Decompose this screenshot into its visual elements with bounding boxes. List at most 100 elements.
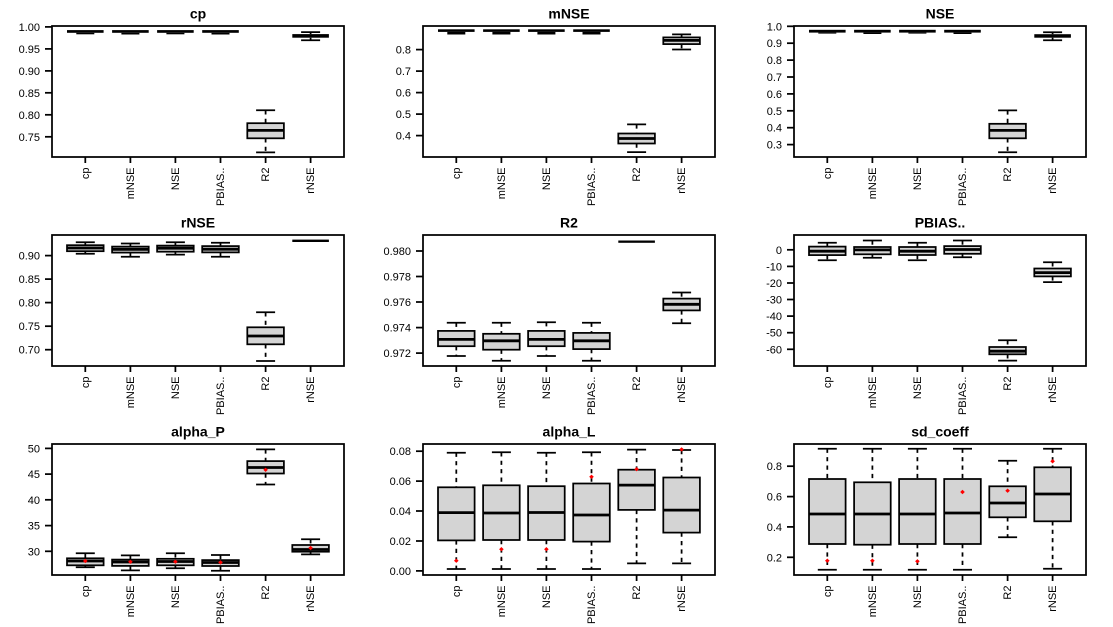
svg-text:mNSE: mNSE bbox=[125, 168, 137, 200]
svg-text:cp: cp bbox=[80, 586, 92, 598]
svg-text:0.8: 0.8 bbox=[396, 45, 411, 57]
svg-text:NSE: NSE bbox=[541, 377, 553, 400]
svg-text:0.06: 0.06 bbox=[390, 476, 411, 488]
svg-text:0.70: 0.70 bbox=[19, 345, 40, 357]
svg-text:0.90: 0.90 bbox=[19, 251, 40, 263]
svg-text:0.9: 0.9 bbox=[767, 38, 782, 50]
svg-text:rNSE: rNSE bbox=[1047, 377, 1059, 403]
svg-text:NSE: NSE bbox=[170, 586, 182, 609]
svg-text:mNSE: mNSE bbox=[496, 377, 508, 409]
svg-text:0.8: 0.8 bbox=[767, 55, 782, 67]
svg-text:cp: cp bbox=[80, 377, 92, 389]
svg-text:PBIAS..: PBIAS.. bbox=[586, 168, 598, 207]
svg-text:0.04: 0.04 bbox=[390, 506, 411, 518]
svg-text:50: 50 bbox=[28, 443, 40, 455]
svg-text:cp: cp bbox=[190, 6, 206, 22]
svg-text:PBIAS..: PBIAS.. bbox=[915, 215, 966, 231]
svg-text:PBIAS..: PBIAS.. bbox=[957, 377, 969, 416]
svg-text:0.972: 0.972 bbox=[383, 348, 411, 360]
svg-text:0.08: 0.08 bbox=[390, 446, 411, 458]
svg-text:PBIAS..: PBIAS.. bbox=[215, 168, 227, 207]
svg-text:cp: cp bbox=[451, 377, 463, 389]
svg-text:0.3: 0.3 bbox=[767, 140, 782, 152]
svg-text:alpha_P: alpha_P bbox=[171, 424, 225, 440]
svg-text:-40: -40 bbox=[766, 311, 782, 323]
svg-text:NSE: NSE bbox=[912, 586, 924, 609]
svg-text:0.4: 0.4 bbox=[767, 123, 782, 135]
svg-text:40: 40 bbox=[28, 495, 40, 507]
svg-text:PBIAS..: PBIAS.. bbox=[215, 586, 227, 625]
svg-text:R2: R2 bbox=[631, 377, 643, 391]
svg-text:mNSE: mNSE bbox=[548, 6, 589, 22]
svg-text:0.7: 0.7 bbox=[767, 72, 782, 84]
svg-text:0.8: 0.8 bbox=[767, 461, 782, 473]
svg-text:R2: R2 bbox=[260, 168, 272, 182]
svg-text:0.976: 0.976 bbox=[383, 297, 411, 309]
svg-text:mNSE: mNSE bbox=[125, 377, 137, 409]
svg-text:R2: R2 bbox=[1002, 377, 1014, 391]
svg-text:0.5: 0.5 bbox=[767, 106, 782, 118]
svg-text:0.6: 0.6 bbox=[767, 492, 782, 504]
svg-text:0.90: 0.90 bbox=[19, 66, 40, 78]
svg-text:NSE: NSE bbox=[170, 377, 182, 400]
svg-text:0.75: 0.75 bbox=[19, 321, 40, 333]
svg-text:sd_coeff: sd_coeff bbox=[911, 424, 969, 440]
svg-text:0.85: 0.85 bbox=[19, 88, 40, 100]
svg-text:mNSE: mNSE bbox=[867, 377, 879, 409]
svg-text:0.80: 0.80 bbox=[19, 110, 40, 122]
svg-text:R2: R2 bbox=[560, 215, 578, 231]
svg-text:0.4: 0.4 bbox=[767, 522, 782, 534]
svg-text:PBIAS..: PBIAS.. bbox=[957, 168, 969, 207]
svg-text:0: 0 bbox=[776, 245, 782, 257]
svg-text:30: 30 bbox=[28, 546, 40, 558]
svg-text:R2: R2 bbox=[631, 586, 643, 600]
svg-text:PBIAS..: PBIAS.. bbox=[957, 586, 969, 625]
svg-text:R2: R2 bbox=[1002, 168, 1014, 182]
svg-text:mNSE: mNSE bbox=[867, 168, 879, 200]
svg-text:mNSE: mNSE bbox=[125, 586, 137, 618]
svg-text:0.80: 0.80 bbox=[19, 298, 40, 310]
svg-text:NSE: NSE bbox=[926, 6, 955, 22]
svg-text:0.7: 0.7 bbox=[396, 66, 411, 78]
svg-text:NSE: NSE bbox=[170, 168, 182, 191]
svg-text:mNSE: mNSE bbox=[496, 586, 508, 618]
svg-text:cp: cp bbox=[822, 586, 834, 598]
svg-text:rNSE: rNSE bbox=[305, 586, 317, 612]
svg-text:-10: -10 bbox=[766, 261, 782, 273]
svg-text:mNSE: mNSE bbox=[867, 586, 879, 618]
svg-text:0.5: 0.5 bbox=[396, 109, 411, 121]
svg-text:PBIAS..: PBIAS.. bbox=[586, 586, 598, 625]
svg-text:rNSE: rNSE bbox=[1047, 168, 1059, 194]
svg-text:0.6: 0.6 bbox=[396, 88, 411, 100]
svg-text:cp: cp bbox=[822, 168, 834, 180]
svg-text:cp: cp bbox=[822, 377, 834, 389]
svg-text:PBIAS..: PBIAS.. bbox=[586, 377, 598, 416]
svg-text:R2: R2 bbox=[1002, 586, 1014, 600]
svg-text:-60: -60 bbox=[766, 344, 782, 356]
svg-text:0.978: 0.978 bbox=[383, 272, 411, 284]
svg-text:alpha_L: alpha_L bbox=[543, 424, 596, 440]
svg-text:0.980: 0.980 bbox=[383, 246, 411, 258]
svg-text:cp: cp bbox=[451, 168, 463, 180]
svg-text:PBIAS..: PBIAS.. bbox=[215, 377, 227, 416]
svg-text:0.95: 0.95 bbox=[19, 44, 40, 56]
svg-text:cp: cp bbox=[80, 168, 92, 180]
svg-text:R2: R2 bbox=[260, 586, 272, 600]
svg-text:0.02: 0.02 bbox=[390, 536, 411, 548]
svg-text:-50: -50 bbox=[766, 328, 782, 340]
svg-text:35: 35 bbox=[28, 521, 40, 533]
svg-text:cp: cp bbox=[451, 586, 463, 598]
svg-text:1.0: 1.0 bbox=[767, 21, 782, 33]
svg-text:0.2: 0.2 bbox=[767, 552, 782, 564]
svg-text:NSE: NSE bbox=[912, 168, 924, 191]
svg-text:0.75: 0.75 bbox=[19, 132, 40, 144]
svg-text:1.00: 1.00 bbox=[19, 22, 40, 34]
svg-text:NSE: NSE bbox=[541, 168, 553, 191]
svg-text:rNSE: rNSE bbox=[676, 168, 688, 194]
svg-text:rNSE: rNSE bbox=[676, 377, 688, 403]
svg-text:0.6: 0.6 bbox=[767, 89, 782, 101]
svg-text:rNSE: rNSE bbox=[181, 215, 215, 231]
svg-text:R2: R2 bbox=[260, 377, 272, 391]
svg-text:NSE: NSE bbox=[912, 377, 924, 400]
svg-text:-20: -20 bbox=[766, 278, 782, 290]
